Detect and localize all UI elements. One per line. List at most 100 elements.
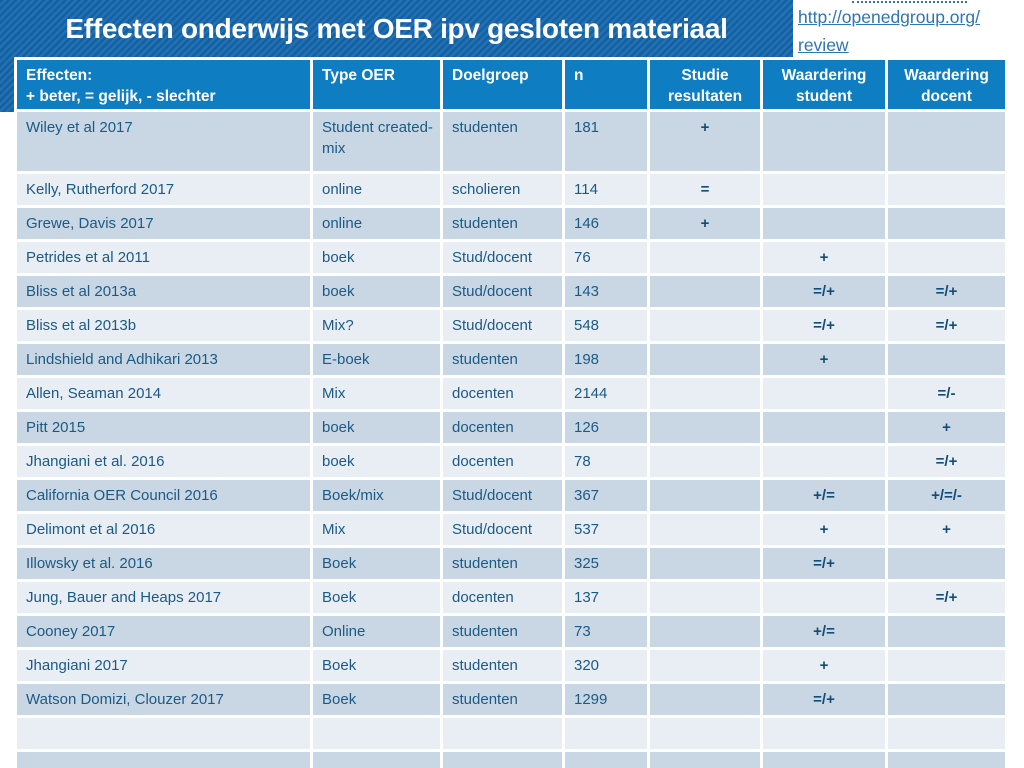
table-row: Bliss et al 2013b Mix? Stud/docent 548 =/+ =/…	[14, 310, 1008, 344]
cell-n: 320	[565, 650, 650, 684]
cell-study: Petrides et al 2011	[14, 242, 313, 276]
cell-type-oer: boek	[313, 446, 443, 480]
cell-waardering-docent	[888, 548, 1008, 582]
cell-type-oer: Mix?	[313, 310, 443, 344]
cell-type-oer: Boek	[313, 684, 443, 718]
cell-n: 146	[565, 208, 650, 242]
col-header-effects: Effecten: + beter, = gelijk, - slechter	[14, 57, 313, 112]
cell-studie-resultaten	[650, 310, 763, 344]
cell-n: 73	[565, 616, 650, 650]
col-header-waardering-docent: Waardering docent	[888, 57, 1008, 112]
cell-n	[565, 752, 650, 768]
cell-waardering-student: =/+	[763, 276, 888, 310]
cell-doelgroep: studenten	[443, 548, 565, 582]
table-row: Petrides et al 2011 boek Stud/docent 76 +	[14, 242, 1008, 276]
table-header-row: Effecten: + beter, = gelijk, - slechter …	[14, 57, 1008, 112]
cell-waardering-student: +/=	[763, 480, 888, 514]
table-row: Jung, Bauer and Heaps 2017 Boek docenten 13…	[14, 582, 1008, 616]
cell-waardering-docent: +	[888, 514, 1008, 548]
cell-type-oer: online	[313, 174, 443, 208]
cell-waardering-docent: +/=/-	[888, 480, 1008, 514]
openedgroup-link-line2[interactable]: review	[798, 35, 849, 55]
cell-study: Grewe, Davis 2017	[14, 208, 313, 242]
table-row: Jhangiani et al. 2016 boek docenten 78 =/+	[14, 446, 1008, 480]
cell-studie-resultaten: =	[650, 174, 763, 208]
cell-doelgroep: Stud/docent	[443, 242, 565, 276]
cell-study: California OER Council 2016	[14, 480, 313, 514]
cell-type-oer: Mix	[313, 514, 443, 548]
cell-waardering-student: =/+	[763, 684, 888, 718]
cell-n: 137	[565, 582, 650, 616]
cell-studie-resultaten	[650, 684, 763, 718]
cell-n: 367	[565, 480, 650, 514]
cell-waardering-docent	[888, 112, 1008, 174]
cell-studie-resultaten	[650, 276, 763, 310]
cell-type-oer: Boek	[313, 582, 443, 616]
cell-n: 1299	[565, 684, 650, 718]
cell-studie-resultaten	[650, 752, 763, 768]
cell-study: Kelly, Rutherford 2017	[14, 174, 313, 208]
cell-study: Delimont et al 2016	[14, 514, 313, 548]
effects-table: Effecten: + beter, = gelijk, - slechter …	[14, 57, 1008, 768]
openedgroup-link-line1[interactable]: http://openedgroup.org/	[798, 7, 980, 27]
cell-study: Lindshield and Adhikari 2013	[14, 344, 313, 378]
cell-waardering-student	[763, 208, 888, 242]
cell-waardering-student: =/+	[763, 548, 888, 582]
table-row: Cooney 2017 Online studenten 73 +/=	[14, 616, 1008, 650]
cell-n: 78	[565, 446, 650, 480]
cell-waardering-docent	[888, 718, 1008, 752]
table-row: Watson Domizi, Clouzer 2017 Boek studenten…	[14, 684, 1008, 718]
cell-waardering-docent	[888, 344, 1008, 378]
cell-waardering-student: +	[763, 514, 888, 548]
cell-waardering-docent	[888, 684, 1008, 718]
cell-studie-resultaten	[650, 446, 763, 480]
cell-waardering-docent	[888, 208, 1008, 242]
col-header-waardering-student: Waardering student	[763, 57, 888, 112]
cell-n: 76	[565, 242, 650, 276]
cell-study: Pitt 2015	[14, 412, 313, 446]
cell-waardering-student: +	[763, 242, 888, 276]
cell-n: 181	[565, 112, 650, 174]
cell-type-oer: Boek	[313, 548, 443, 582]
table-row: Jhangiani 2017 Boek studenten 320 +	[14, 650, 1008, 684]
cell-waardering-student	[763, 718, 888, 752]
cell-n	[565, 718, 650, 752]
cell-type-oer: Boek	[313, 650, 443, 684]
cell-doelgroep	[443, 752, 565, 768]
cell-studie-resultaten	[650, 344, 763, 378]
table-row: Grewe, Davis 2017 online studenten 146 +	[14, 208, 1008, 242]
table-row: Allen, Seaman 2014 Mix docenten 2144 =/-	[14, 378, 1008, 412]
cell-waardering-student	[763, 752, 888, 768]
cell-study: Jhangiani 2017	[14, 650, 313, 684]
cell-doelgroep: Stud/docent	[443, 310, 565, 344]
cell-n: 198	[565, 344, 650, 378]
cell-waardering-student: +	[763, 650, 888, 684]
cell-study: Illowsky et al. 2016	[14, 548, 313, 582]
cell-type-oer: boek	[313, 242, 443, 276]
cell-waardering-docent	[888, 616, 1008, 650]
col-header-type-oer: Type OER	[313, 57, 443, 112]
cell-waardering-docent: =/-	[888, 378, 1008, 412]
cell-doelgroep: studenten	[443, 650, 565, 684]
table-row	[14, 718, 1008, 752]
cell-type-oer: boek	[313, 412, 443, 446]
cell-studie-resultaten	[650, 514, 763, 548]
cell-waardering-docent	[888, 174, 1008, 208]
cell-studie-resultaten	[650, 582, 763, 616]
cell-studie-resultaten	[650, 412, 763, 446]
cell-n: 126	[565, 412, 650, 446]
dotted-line-fragment	[852, 1, 967, 3]
cell-type-oer: Online	[313, 616, 443, 650]
cell-doelgroep: studenten	[443, 208, 565, 242]
cell-waardering-student	[763, 112, 888, 174]
cell-doelgroep: docenten	[443, 582, 565, 616]
cell-n: 2144	[565, 378, 650, 412]
cell-doelgroep	[443, 718, 565, 752]
cell-studie-resultaten	[650, 650, 763, 684]
cell-waardering-student: +/=	[763, 616, 888, 650]
cell-type-oer: online	[313, 208, 443, 242]
table-row: Wiley et al 2017 Student created- mix stud…	[14, 112, 1008, 174]
cell-studie-resultaten	[650, 548, 763, 582]
cell-study: Watson Domizi, Clouzer 2017	[14, 684, 313, 718]
table-row: Pitt 2015 boek docenten 126 +	[14, 412, 1008, 446]
